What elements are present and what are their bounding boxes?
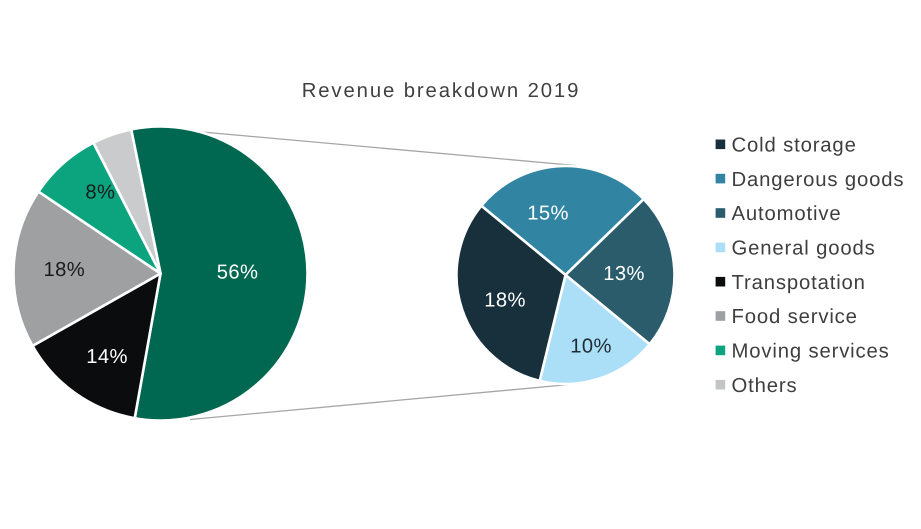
- svg-text:Cold storage: Cold storage: [732, 135, 857, 157]
- svg-text:Food service: Food service: [732, 306, 858, 328]
- svg-text:Automotive: Automotive: [732, 203, 842, 225]
- svg-text:8%: 8%: [85, 182, 115, 204]
- svg-text:Moving services: Moving services: [732, 341, 890, 363]
- svg-text:10%: 10%: [570, 336, 612, 358]
- svg-text:14%: 14%: [86, 346, 128, 368]
- svg-text:Dangerous goods: Dangerous goods: [732, 169, 905, 191]
- svg-text:15%: 15%: [527, 203, 569, 225]
- svg-text:Transpotation: Transpotation: [732, 272, 866, 294]
- svg-text:56%: 56%: [217, 262, 259, 284]
- svg-text:General goods: General goods: [732, 238, 876, 260]
- svg-text:Revenue breakdown 2019: Revenue breakdown 2019: [302, 80, 581, 102]
- svg-text:13%: 13%: [603, 263, 645, 285]
- svg-text:Others: Others: [732, 375, 798, 397]
- svg-text:18%: 18%: [484, 290, 526, 312]
- svg-text:18%: 18%: [43, 259, 85, 281]
